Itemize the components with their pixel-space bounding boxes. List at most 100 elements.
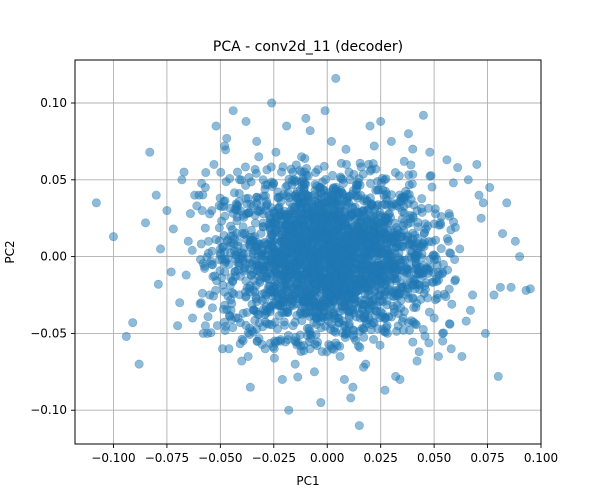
data-point (418, 110, 428, 120)
cloud-point (222, 305, 232, 315)
data-point (380, 385, 390, 395)
cloud-point (297, 274, 307, 284)
cloud-point (321, 207, 331, 217)
cloud-point (407, 179, 417, 189)
cloud-point (377, 200, 387, 210)
data-point (361, 359, 371, 369)
data-point (277, 374, 287, 384)
cloud-point (390, 168, 400, 178)
cloud-point (270, 299, 280, 309)
data-point (305, 126, 315, 136)
cloud-point (418, 324, 428, 334)
data-point (237, 356, 247, 366)
cloud-point (308, 307, 318, 317)
cloud-point (384, 233, 394, 243)
cloud-point (367, 228, 377, 238)
cloud-point (252, 192, 262, 202)
cloud-point (282, 220, 292, 230)
cloud-point (320, 321, 330, 331)
data-point (166, 267, 176, 277)
data-point (448, 178, 458, 188)
data-point (121, 331, 131, 341)
data-point (185, 209, 195, 219)
y-tick-label: 0.00 (40, 250, 67, 264)
cloud-point (285, 197, 295, 207)
cloud-point (244, 173, 254, 183)
cloud-point (396, 193, 406, 203)
cloud-point (195, 299, 205, 309)
cloud-point (246, 270, 256, 280)
cloud-point (208, 291, 218, 301)
cloud-point (300, 178, 310, 188)
data-point (365, 121, 375, 131)
cloud-point (366, 164, 376, 174)
cloud-point (447, 299, 457, 309)
data-point (200, 321, 210, 331)
data-point (468, 290, 478, 300)
cloud-point (445, 319, 455, 329)
data-point (442, 155, 452, 165)
scatter-points (91, 73, 535, 431)
cloud-point (356, 162, 366, 172)
cloud-point (241, 320, 251, 330)
data-point (348, 382, 358, 392)
data-point (412, 356, 422, 366)
cloud-point (436, 244, 446, 254)
cloud-point (417, 194, 427, 204)
data-point (327, 136, 337, 146)
cloud-point (288, 206, 298, 216)
cloud-point (309, 287, 319, 297)
data-point (284, 405, 294, 415)
y-tick-label: −0.10 (30, 403, 67, 417)
cloud-point (302, 323, 312, 333)
cloud-point (450, 276, 460, 286)
cloud-point (206, 328, 216, 338)
cloud-point (291, 333, 301, 343)
cloud-point (254, 207, 264, 217)
cloud-point (345, 175, 355, 185)
cloud-point (430, 295, 440, 305)
cloud-point (344, 319, 354, 329)
cloud-point (431, 235, 441, 245)
data-point (489, 290, 499, 300)
cloud-point (352, 287, 362, 297)
cloud-point (399, 266, 409, 276)
cloud-point (446, 248, 456, 258)
cloud-point (376, 178, 386, 188)
cloud-point (393, 321, 403, 331)
cloud-point (336, 210, 346, 220)
cloud-point (241, 292, 251, 302)
cloud-point (424, 266, 434, 276)
cloud-point (310, 265, 320, 275)
cloud-point (277, 288, 287, 298)
data-point (446, 344, 456, 354)
cloud-point (229, 289, 239, 299)
cloud-point (424, 307, 434, 317)
cloud-point (221, 177, 231, 187)
cloud-point (197, 288, 207, 298)
data-point (320, 106, 330, 116)
cloud-point (408, 337, 418, 347)
cloud-point (220, 196, 230, 206)
cloud-point (319, 251, 329, 261)
data-point (339, 374, 349, 384)
cloud-point (197, 178, 207, 188)
cloud-point (351, 335, 361, 345)
data-point (335, 351, 345, 361)
cloud-point (219, 231, 229, 241)
cloud-point (403, 287, 413, 297)
cloud-point (312, 341, 322, 351)
data-point (510, 236, 520, 246)
cloud-point (276, 167, 286, 177)
cloud-point (302, 219, 312, 229)
cloud-point (245, 258, 255, 268)
cloud-point (205, 209, 215, 219)
cloud-point (358, 324, 368, 334)
data-point (134, 359, 144, 369)
data-point (399, 156, 409, 166)
cloud-point (295, 165, 305, 175)
cloud-point (384, 312, 394, 322)
cloud-point (309, 296, 319, 306)
cloud-point (408, 317, 418, 327)
